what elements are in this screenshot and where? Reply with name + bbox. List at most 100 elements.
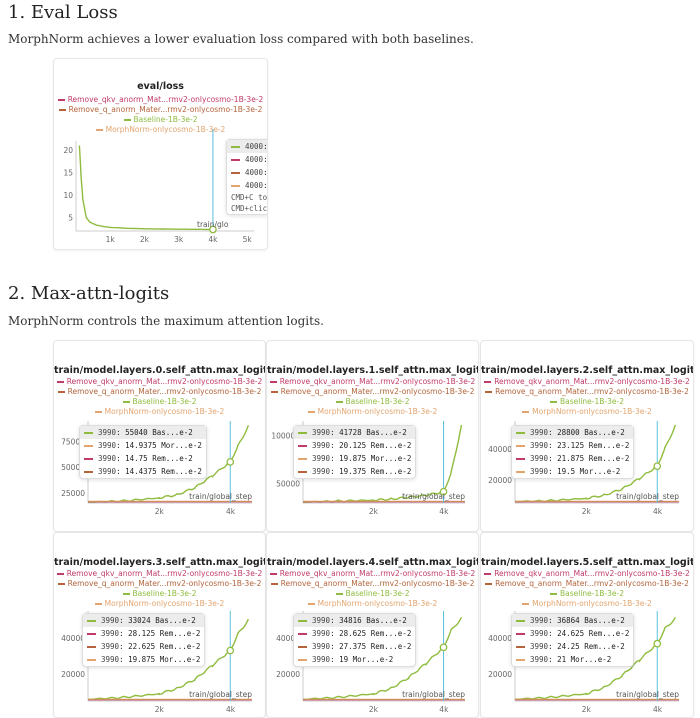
legend-entry[interactable]: Remove_qkv_anorm_Mat...rmv2-onlycosmo-1B…	[54, 95, 267, 105]
legend-entry[interactable]: Remove_q_anorm_Mater...rmv2-onlycosmo-1B…	[481, 387, 693, 397]
chart-panel-4[interactable]: train/model.layers.3.self_attn.max_logit…	[53, 532, 266, 718]
tooltip-value: 41728	[339, 428, 362, 437]
chart-panel-2[interactable]: train/model.layers.1.self_attn.max_logit…	[266, 340, 479, 532]
legend-label: Baseline-1B-3e-2	[132, 589, 197, 598]
x-axis-label: train/global_step	[189, 492, 252, 501]
tooltip-swatch	[231, 146, 240, 148]
legend-entry[interactable]: Baseline-1B-3e-2	[54, 115, 267, 125]
chart-panel-1[interactable]: train/model.layers.0.self_attn.max_logit…	[53, 340, 266, 532]
tooltip-separator: :	[548, 454, 558, 463]
tooltip-step: 3990	[101, 616, 120, 625]
tooltip-value: 36864	[557, 616, 580, 625]
x-tick-label: 4k	[439, 507, 449, 516]
legend-label: MorphNorm-onlycosmo-1B-3e-2	[317, 407, 438, 416]
legend-entry[interactable]: MorphNorm-onlycosmo-1B-3e-2	[267, 407, 478, 417]
chart-legend: Remove_qkv_anorm_Mat...rmv2-onlycosmo-1B…	[481, 569, 693, 609]
legend-swatch	[56, 573, 64, 575]
tooltip-separator: :	[330, 428, 340, 437]
legend-entry[interactable]: MorphNorm-onlycosmo-1B-3e-2	[481, 599, 693, 609]
chart-panel-6[interactable]: train/model.layers.5.self_attn.max_logit…	[480, 532, 694, 718]
y-tick-label: 10	[63, 191, 73, 200]
tooltip-separator: :	[548, 441, 558, 450]
tooltip-row: 3990: 21.875 Rem...e-2	[512, 452, 633, 465]
legend-label: Baseline-1B-3e-2	[345, 589, 410, 598]
legend-swatch	[522, 603, 530, 605]
hover-point-marker	[653, 639, 662, 648]
tooltip-run-name: Rem...e-2	[370, 642, 412, 651]
y-tick-label: 50000	[276, 480, 300, 489]
legend-entry[interactable]: Remove_qkv_anorm_Mat...rmv2-onlycosmo-1B…	[267, 377, 478, 387]
y-tick-label: 40000	[488, 445, 512, 454]
legend-label: MorphNorm-onlycosmo-1B-3e-2	[532, 599, 652, 608]
tooltip-step: 3990	[101, 655, 120, 664]
chart-plot[interactable]: 1k 2k 3k 4k 5k 5 10 15 20 train/glo	[54, 59, 267, 249]
tooltip-step: 3990	[312, 428, 331, 437]
tooltip-value: 19.375	[339, 467, 367, 476]
tooltip-value: 23.125	[557, 441, 585, 450]
tooltip-row: 3990: 20.125 Rem...e-2	[294, 439, 415, 452]
legend-entry[interactable]: Remove_q_anorm_Mater...rmv2-onlycosmo-1B…	[54, 387, 265, 397]
chart-plot[interactable]: 2k 4k 20000 40000 train/global_step	[54, 533, 265, 717]
x-tick-label: 4k	[653, 507, 663, 516]
chart-plot[interactable]: 2k 4k 50000 100000 train/global_step	[267, 341, 478, 531]
legend-entry[interactable]: Remove_q_anorm_Mater...rmv2-onlycosmo-1B…	[54, 579, 265, 589]
tooltip-step: 3990	[530, 441, 549, 450]
tooltip-row: 3990: 36864 Bas...e-2	[512, 614, 634, 627]
legend-entry[interactable]: Remove_qkv_anorm_Mat...rmv2-onlycosmo-1B…	[54, 569, 265, 579]
chart-panel-5[interactable]: train/model.layers.4.self_attn.max_logit…	[266, 532, 479, 718]
legend-entry[interactable]: MorphNorm-onlycosmo-1B-3e-2	[54, 599, 265, 609]
tooltip-separator: :	[116, 467, 126, 476]
legend-entry[interactable]: Baseline-1B-3e-2	[54, 589, 265, 599]
tooltip-swatch	[298, 432, 307, 434]
tooltip-row: 3990: 19.875 Mor...e-2	[294, 452, 415, 465]
y-tick-label: 75000	[61, 438, 85, 447]
chart-panel-0[interactable]: eval/loss Remove_qkv_anorm_Mat...rmv2-onl…	[53, 58, 268, 250]
legend-entry[interactable]: Remove_q_anorm_Mater...rmv2-onlycosmo-1B…	[481, 579, 693, 589]
legend-entry[interactable]: MorphNorm-onlycosmo-1B-3e-2	[267, 599, 478, 609]
legend-entry[interactable]: Baseline-1B-3e-2	[481, 589, 693, 599]
legend-label: Remove_qkv_anorm_Mat...rmv2-onlycosmo-1B…	[66, 377, 263, 386]
tooltip-separator: :	[119, 629, 129, 638]
legend-entry[interactable]: Remove_qkv_anorm_Mat...rmv2-onlycosmo-1B…	[54, 377, 265, 387]
tooltip-swatch	[516, 432, 525, 434]
legend-entry[interactable]: Baseline-1B-3e-2	[54, 397, 265, 407]
legend-label: MorphNorm-onlycosmo-1B-3e-2	[317, 599, 438, 608]
chart-plot[interactable]: 2k 4k 20000 40000 train/global_step	[481, 533, 693, 717]
x-tick-label: 2k	[369, 705, 379, 714]
tooltip-step: 3990	[312, 454, 331, 463]
legend-label: Remove_q_anorm_Mater...rmv2-onlycosmo-1B…	[67, 579, 262, 588]
legend-entry[interactable]: Remove_q_anorm_Mater...rmv2-onlycosmo-1B…	[267, 387, 478, 397]
tooltip-row: 3990: 34816 Bas...e-2	[294, 614, 416, 627]
tooltip-separator: :	[119, 642, 129, 651]
legend-entry[interactable]: MorphNorm-onlycosmo-1B-3e-2	[54, 125, 267, 135]
legend-entry[interactable]: MorphNorm-onlycosmo-1B-3e-2	[54, 407, 265, 417]
legend-entry[interactable]: Remove_qkv_anorm_Mat...rmv2-onlycosmo-1B…	[481, 377, 693, 387]
legend-entry[interactable]: Baseline-1B-3e-2	[481, 397, 693, 407]
legend-entry[interactable]: Remove_q_anorm_Mater...rmv2-onlycosmo-1B…	[54, 105, 267, 115]
tooltip-step: 4000	[245, 142, 264, 151]
legend-label: Remove_q_anorm_Mater...rmv2-onlycosmo-1B…	[495, 387, 689, 396]
legend-label: Remove_qkv_anorm_Mat...rmv2-onlycosmo-1B…	[66, 569, 263, 578]
tooltip-swatch	[298, 659, 307, 661]
chart-title: train/model.layers.4.self_attn.max_logit…	[267, 557, 479, 568]
chart-panel-3[interactable]: train/model.layers.2.self_attn.max_logit…	[480, 340, 694, 532]
tooltip-separator: :	[548, 642, 558, 651]
chart-title: train/model.layers.2.self_attn.max_logit…	[481, 365, 694, 376]
legend-entry[interactable]: MorphNorm-onlycosmo-1B-3e-2	[481, 407, 693, 417]
legend-swatch	[485, 583, 493, 585]
tooltip-step: 3990	[98, 454, 117, 463]
legend-swatch	[94, 603, 102, 605]
tooltip-run-name: Bas...e-2	[366, 428, 407, 437]
legend-entry[interactable]: Baseline-1B-3e-2	[267, 589, 478, 599]
legend-entry[interactable]: Remove_q_anorm_Mater...rmv2-onlycosmo-1B…	[267, 579, 478, 589]
x-axis-label: train/glo	[197, 220, 229, 229]
legend-entry[interactable]: Remove_qkv_anorm_Mat...rmv2-onlycosmo-1B…	[481, 569, 693, 579]
legend-entry[interactable]: Baseline-1B-3e-2	[267, 397, 478, 407]
legend-entry[interactable]: Remove_qkv_anorm_Mat...rmv2-onlycosmo-1B…	[267, 569, 478, 579]
legend-swatch	[550, 401, 557, 403]
x-tick-label: 1k	[106, 235, 116, 244]
tooltip-row: 3990: 21 Mor...e-2	[512, 653, 633, 666]
legend-label: Remove_q_anorm_Mater...rmv2-onlycosmo-1B…	[67, 387, 262, 396]
tooltip-value: 19.875	[339, 454, 367, 463]
legend-swatch	[269, 381, 277, 383]
